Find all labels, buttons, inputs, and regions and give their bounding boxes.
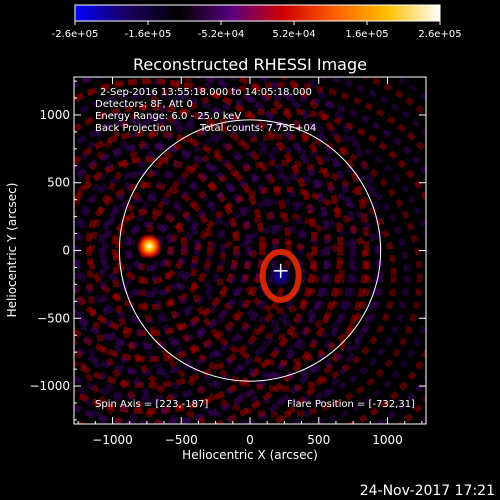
colorbar-tick-label: -2.6e+05 bbox=[52, 29, 99, 40]
annotation-energy: Energy Range: 6.0 - 25.0 keV bbox=[95, 111, 241, 122]
plot-area bbox=[74, 77, 426, 424]
fringe-ring bbox=[229, 224, 332, 327]
colorbar-tick-label: -5.2e+04 bbox=[198, 29, 245, 40]
fringe-ring bbox=[74, 117, 279, 376]
chart-title: Reconstructed RHESSI Image bbox=[133, 55, 367, 74]
y-tick-label: 500 bbox=[47, 176, 70, 190]
x-tick-label: −500 bbox=[165, 433, 198, 447]
fringe-ring bbox=[74, 78, 318, 415]
dark-source-rim bbox=[259, 248, 302, 303]
flare-marker bbox=[273, 263, 288, 278]
y-tick-label: 1000 bbox=[39, 108, 70, 122]
colorbar-tick-label: 5.2e+04 bbox=[272, 29, 315, 40]
bright-source bbox=[136, 233, 163, 260]
fringe-ring bbox=[74, 156, 240, 337]
fringe-ring bbox=[74, 77, 426, 424]
colorbar-ticks: -2.6e+05 -1.6e+05 -5.2e+04 5.2e+04 1.6e+05 2.… bbox=[52, 21, 462, 40]
y-tick-label: −1000 bbox=[29, 379, 70, 393]
axes: −1000 −500 0 500 1000 1000 500 0 −500 −1000 bbox=[29, 77, 426, 447]
fringe-ring bbox=[74, 104, 292, 389]
colorbar-tick-label: -1.6e+05 bbox=[125, 29, 172, 40]
fringe-ring bbox=[138, 133, 423, 418]
annotation-time-range: 2-Sep-2016 13:55:18.000 to 14:05:18.000 bbox=[100, 87, 312, 98]
fringe-ring bbox=[190, 185, 371, 366]
fringe-ring bbox=[164, 159, 397, 392]
annotation-flare-position: Flare Position = [-732,31] bbox=[287, 399, 415, 410]
fringe-ring bbox=[203, 198, 358, 353]
fringe-ring bbox=[290, 77, 383, 424]
fringe-ring bbox=[124, 221, 175, 272]
fringe-ring bbox=[268, 77, 370, 424]
fringe-ring bbox=[255, 250, 306, 301]
annotation-method: Back Projection bbox=[95, 123, 172, 134]
x-tick-label: 500 bbox=[307, 433, 330, 447]
annotation-detectors: Detectors: 8F, Att 0 bbox=[95, 99, 193, 110]
fringe-ring bbox=[216, 211, 345, 340]
colorbar bbox=[74, 4, 441, 22]
footer-date: 24-Nov-2017 17:21 bbox=[360, 483, 495, 499]
x-tick-label: 0 bbox=[246, 433, 254, 447]
fringe-ring bbox=[74, 77, 344, 424]
fringe-ring bbox=[151, 146, 410, 405]
x-axis-label: Heliocentric X (arcsec) bbox=[182, 448, 318, 462]
colorbar-tick-label: 2.6e+05 bbox=[418, 29, 461, 40]
fringe-ring bbox=[177, 172, 384, 379]
fringe-ring bbox=[99, 94, 426, 424]
fringe-ring bbox=[98, 195, 201, 298]
fringe-ring bbox=[243, 77, 357, 424]
fringe-ring bbox=[74, 143, 253, 350]
annotation-spin-axis: Spin Axis = [223,-187] bbox=[95, 399, 208, 410]
x-tick-label: −1000 bbox=[92, 433, 133, 447]
fringe-ring bbox=[85, 182, 214, 311]
fringe-ring bbox=[74, 77, 331, 424]
solar-limb bbox=[118, 119, 382, 382]
fringe-ring bbox=[242, 237, 319, 314]
y-axis-label: Heliocentric Y (arcsec) bbox=[5, 183, 19, 318]
fringe-ring bbox=[74, 130, 266, 363]
fringe-ring bbox=[86, 81, 426, 424]
fringe-ring bbox=[111, 208, 188, 285]
fringe-ring bbox=[74, 91, 305, 402]
annotation-counts: Total counts: 7.75E+04 bbox=[199, 123, 316, 134]
x-tick-label: 1000 bbox=[372, 433, 403, 447]
colorbar-tick-label: 1.6e+05 bbox=[345, 29, 388, 40]
y-tick-label: 0 bbox=[62, 244, 70, 258]
fringe-ring bbox=[74, 169, 227, 324]
y-tick-label: −500 bbox=[37, 311, 70, 325]
